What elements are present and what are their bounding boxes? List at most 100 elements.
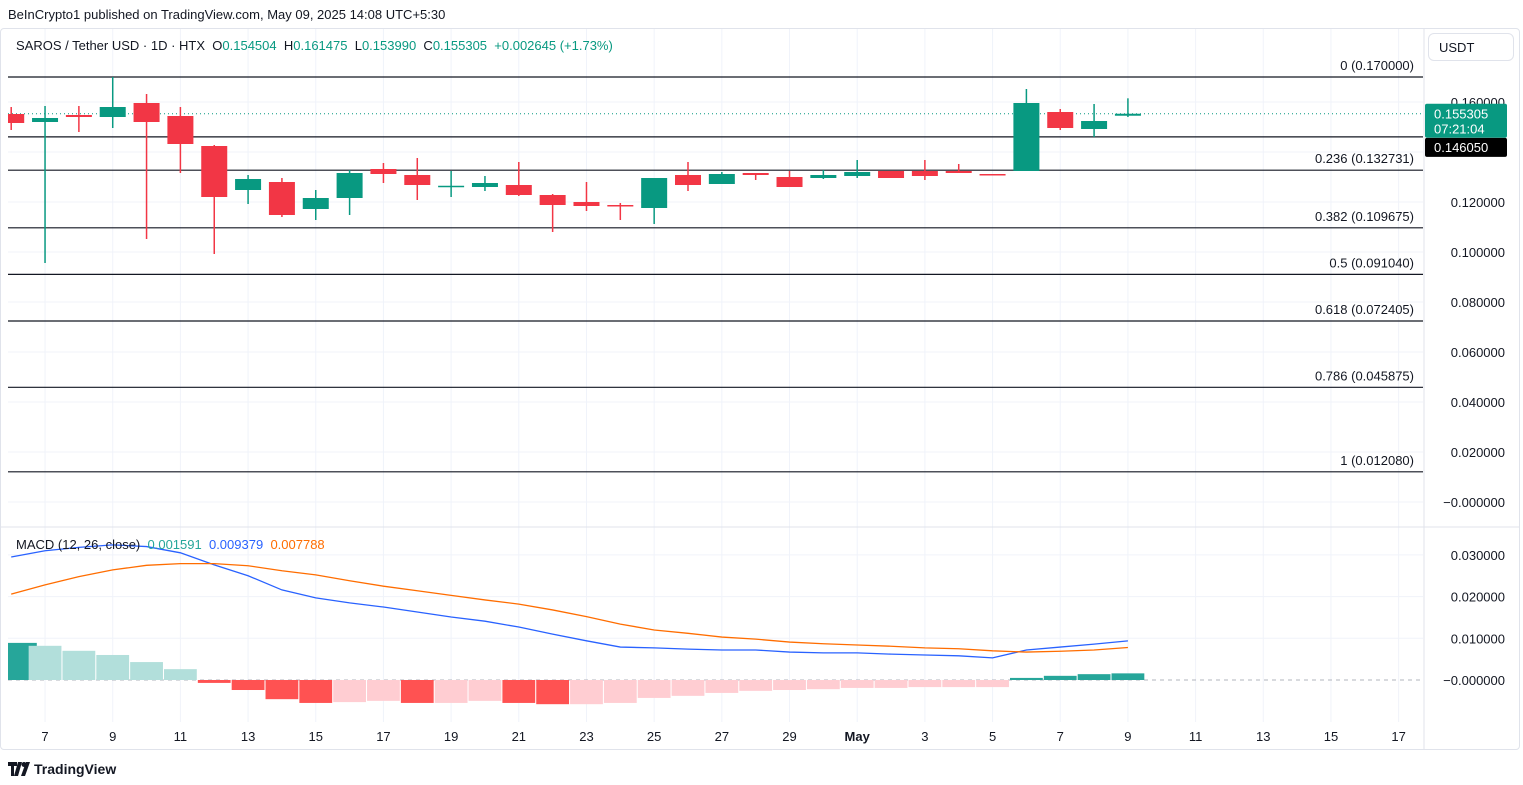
candle-body xyxy=(235,179,262,190)
chart-frame xyxy=(0,28,1520,750)
x-tick-label: 7 xyxy=(41,729,48,744)
candle-body xyxy=(979,174,1006,176)
macd-signal-value: 0.007788 xyxy=(270,537,325,552)
macd-histogram-bar xyxy=(942,680,976,688)
candle-body xyxy=(539,195,566,205)
x-tick-label: 13 xyxy=(241,729,255,744)
candle-body xyxy=(911,171,938,176)
macd-histogram-bar xyxy=(1077,674,1111,680)
y-tick-label: −0.000000 xyxy=(1443,495,1505,510)
high-label: H xyxy=(283,38,294,53)
macd-histogram-bar xyxy=(570,680,603,705)
candle-body xyxy=(201,146,228,197)
macd-legend: MACD (12, 26, close) 0.001591 0.009379 0… xyxy=(16,537,325,552)
macd-histogram-bar xyxy=(840,680,874,688)
low-value: 0.153990 xyxy=(361,38,417,53)
fib-level-label: 0 (0.170000) xyxy=(1340,58,1414,73)
y-tick-label: 0.040000 xyxy=(1451,395,1505,410)
tradingview-logo-icon xyxy=(8,762,30,776)
open-label: O xyxy=(212,38,223,53)
macd-histogram-bar xyxy=(874,680,908,688)
grid xyxy=(8,29,1423,722)
macd-histogram-bar xyxy=(908,680,942,688)
y-tick-label: 0.060000 xyxy=(1451,345,1505,360)
candle-body xyxy=(1081,121,1108,129)
x-tick-label: 11 xyxy=(174,729,188,744)
fib-level-label: 0.382 (0.109675) xyxy=(1315,209,1414,224)
candle-body xyxy=(844,172,871,176)
macd-histogram-bar xyxy=(367,680,400,701)
symbol-title[interactable]: SAROS / Tether USD · 1D · HTX xyxy=(16,38,206,53)
candle-body xyxy=(607,205,634,207)
macd-histogram-bar xyxy=(231,680,265,691)
candle-body xyxy=(1013,103,1040,171)
macd-histogram-bar xyxy=(806,680,840,690)
macd-histogram-bar xyxy=(773,680,806,691)
macd-line xyxy=(11,544,1128,659)
macd-histogram-bar xyxy=(28,645,62,680)
macd-histogram-bar xyxy=(197,680,231,683)
macd-histogram-bar xyxy=(637,680,671,698)
macd-y-tick-label: 0.010000 xyxy=(1451,631,1505,646)
tradingview-logo[interactable]: TradingView xyxy=(8,761,116,777)
y-tick-label: 0.080000 xyxy=(1451,295,1505,310)
macd-histogram-bar xyxy=(96,654,130,680)
axes: 7 9 11 13 15 17 19 21 23 25 27 29 May 3 5 7 9 11 13 15 17 0.1… xyxy=(0,29,1520,750)
candle-body xyxy=(32,118,59,122)
x-tick-label: May xyxy=(845,729,871,744)
x-tick-label: 19 xyxy=(444,729,458,744)
line-price-badge xyxy=(1425,137,1507,157)
macd-title[interactable]: MACD (12, 26, close) xyxy=(16,537,141,552)
fib-level-label: 0.236 (0.132731) xyxy=(1315,151,1414,166)
candles xyxy=(8,77,1141,263)
fib-level-label: 0.786 (0.045875) xyxy=(1315,368,1414,383)
currency-selector[interactable]: USDT xyxy=(1428,33,1514,61)
macd-histogram-bar xyxy=(1010,677,1043,680)
candle-body xyxy=(878,171,905,178)
macd-histogram-bar xyxy=(1111,673,1145,680)
x-tick-label: 29 xyxy=(782,729,796,744)
last-price-badge xyxy=(1425,103,1507,138)
macd-histogram-bar xyxy=(603,680,637,703)
macd-histogram-bar xyxy=(265,680,299,700)
candle-body xyxy=(268,182,295,215)
x-tick-label: 21 xyxy=(512,729,526,744)
x-tick-label: 11 xyxy=(1189,729,1203,744)
macd-histogram-bar xyxy=(164,669,197,680)
candle-group xyxy=(8,77,1141,263)
candle-body xyxy=(133,103,160,122)
candle-body xyxy=(404,175,431,185)
candle-body xyxy=(1114,113,1141,116)
x-tick-label: 5 xyxy=(989,729,996,744)
bar-countdown: 07:21:04 xyxy=(1434,122,1485,137)
x-tick-label: 15 xyxy=(1324,729,1338,744)
change-value: +0.002645 (+1.73%) xyxy=(494,38,613,53)
y-tick-label: 0.020000 xyxy=(1451,445,1505,460)
x-tick-label: 3 xyxy=(921,729,928,744)
x-tick-label: 25 xyxy=(647,729,661,744)
x-tick-label: 23 xyxy=(579,729,593,744)
macd-line-value: 0.009379 xyxy=(208,537,264,552)
candle-body xyxy=(945,171,972,173)
fib-retracement: 0 (0.170000) 0.236 (0.132731) 0.382 (0.109… xyxy=(8,58,1423,473)
close-label: C xyxy=(423,38,433,53)
macd-histogram-bar xyxy=(62,650,96,680)
macd-histogram-bar xyxy=(739,680,773,691)
candle-body xyxy=(65,115,92,117)
macd-pane xyxy=(8,544,1423,705)
open-value: 0.154504 xyxy=(222,38,277,53)
candle-body xyxy=(1047,112,1074,128)
macd-histogram-bar xyxy=(705,680,739,693)
candle-body xyxy=(675,175,701,185)
candle-body xyxy=(99,107,126,117)
candle-body xyxy=(505,185,532,195)
macd-y-tick-label: −0.000000 xyxy=(1443,673,1505,688)
macd-histogram-bar xyxy=(299,680,333,703)
candle-body xyxy=(302,198,329,209)
candle-body xyxy=(438,185,465,188)
candle-body xyxy=(810,175,837,178)
line-price-value: 0.146050 xyxy=(1434,140,1488,155)
macd-histogram-bar xyxy=(434,680,468,703)
low-label: L xyxy=(354,38,362,53)
